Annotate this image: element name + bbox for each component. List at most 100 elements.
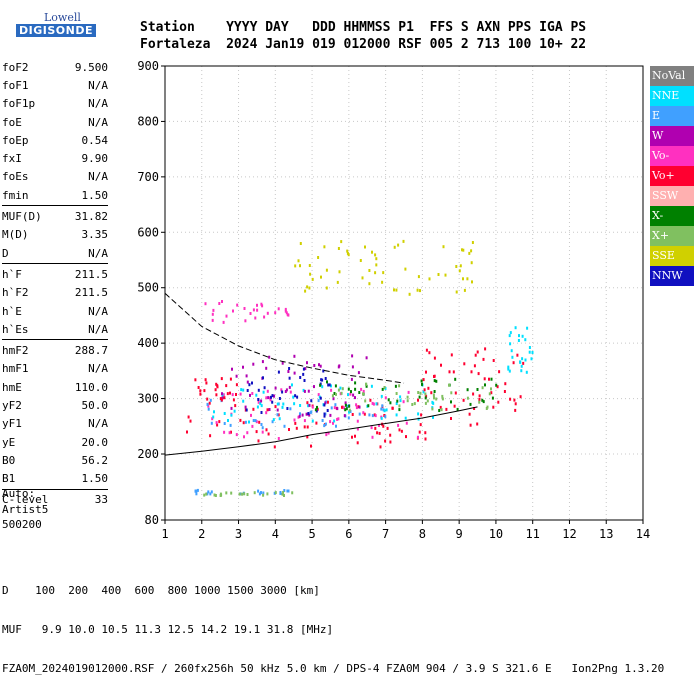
param-row: h`F 211.5 [2,265,108,283]
echo-point [428,277,431,281]
echo-point [306,361,308,365]
echo-point [365,384,368,388]
echo-point [374,271,377,275]
echo-point [362,392,364,396]
echo-point [278,417,281,421]
echo-point [450,417,452,420]
echo-point [295,426,298,430]
echo-point [246,493,249,496]
echo-point [203,493,206,497]
param-row: MUF(D) 31.82 [2,207,108,225]
echo-point [419,289,421,293]
echo-point [323,412,326,416]
echo-point [267,432,270,436]
legend-item: X+ [650,226,694,246]
echo-point [384,439,387,443]
echo-point [223,430,226,434]
echo-point [297,415,300,419]
param-value: 20.0 [81,435,109,449]
echo-point [209,434,212,438]
echo-point [239,392,242,396]
param-name: B0 [2,453,16,467]
echo-point [277,307,280,311]
echo-point [214,388,217,392]
echo-point [416,288,419,292]
param-row: C-level 33 [2,491,108,509]
param-name: yF2 [2,398,22,412]
echo-point [245,374,248,378]
echo-point [485,407,488,410]
echo-point [294,264,297,268]
echo-point [299,376,302,379]
echo-point [326,400,329,404]
echo-point [376,431,379,435]
echo-point [311,277,314,281]
echo-point [404,267,407,271]
echo-point [218,420,221,424]
echo-point [417,412,420,416]
echo-point [293,354,296,358]
echo-point [459,264,462,268]
echo-point [531,351,534,354]
echo-point [206,402,209,406]
echo-point [424,431,427,435]
echo-point [229,423,232,427]
echo-point [477,372,480,376]
param-value: 1.50 [81,472,109,486]
echo-point [255,430,258,434]
echo-point [474,353,477,357]
echo-point [252,308,255,312]
param-name: fxI [2,152,22,166]
echo-point [516,353,519,357]
param-value: 33 [94,493,108,507]
echo-point [325,433,328,437]
echo-point [324,377,327,380]
param-name: h`F2 [2,286,29,300]
echo-point [492,359,495,362]
echo-point [324,401,327,405]
echo-point [380,407,383,411]
echo-point [435,397,438,401]
echo-point [306,401,309,405]
x-tick-label: 10 [489,527,503,541]
param-name: yF1 [2,417,22,431]
echo-point [497,400,500,404]
echo-point [302,372,305,376]
param-separator [2,263,108,265]
param-row: B1 1.50 [2,470,108,488]
echo-point [399,399,402,403]
param-value: N/A [88,115,108,129]
echo-point [383,386,386,389]
echo-point [351,413,354,416]
x-tick-label: 9 [456,527,463,541]
param-separator [2,488,108,490]
echo-point [468,251,471,255]
echo-point [433,390,436,393]
x-tick-label: 6 [345,527,352,541]
echo-point [380,416,383,420]
echo-point [462,248,465,252]
echo-point [323,403,326,407]
echo-point [413,402,416,406]
echo-point [260,423,263,426]
echo-point [258,492,261,496]
echo-point [389,440,392,444]
echo-point [354,396,356,400]
echo-point [375,257,378,261]
echo-point [455,290,458,294]
param-name: foE [2,115,22,129]
plot-grid [164,65,644,521]
param-value: N/A [88,246,108,260]
legend-item: SSE [650,246,694,266]
echo-point [437,273,440,276]
echo-point [442,245,445,249]
echo-point [186,430,188,434]
echo-point [313,364,316,367]
echo-point [344,401,347,405]
echo-point [214,494,217,497]
param-name: foEp [2,133,29,147]
echo-point [432,393,435,397]
echo-point [391,406,394,410]
echo-point [470,249,473,253]
echo-point [424,392,427,396]
